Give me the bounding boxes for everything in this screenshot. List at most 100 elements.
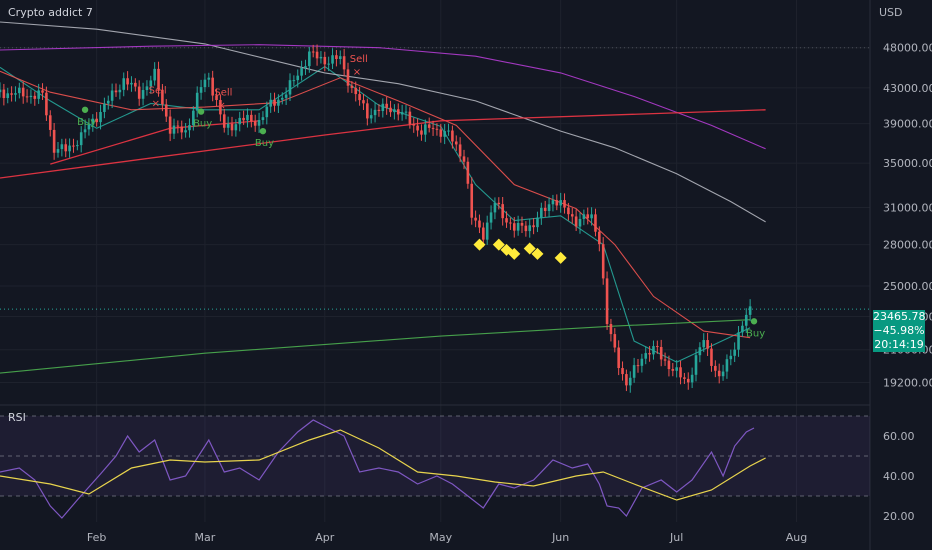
- candle-body: [10, 93, 13, 95]
- candle-body: [509, 222, 512, 224]
- candle-body: [261, 117, 265, 121]
- candle-body: [6, 93, 10, 99]
- candle-body: [528, 225, 532, 232]
- diamond-marker: [492, 238, 505, 251]
- overlay-ma_mid: [0, 70, 751, 339]
- candle-body: [29, 95, 33, 98]
- buy-label: Buy: [255, 138, 274, 149]
- candle-body: [14, 93, 17, 95]
- rsi-title: RSI: [8, 411, 26, 424]
- candle-body: [280, 97, 284, 100]
- candle-body: [656, 346, 659, 348]
- candle-body: [683, 377, 686, 379]
- candle-body: [338, 56, 342, 60]
- candle-body: [56, 149, 60, 153]
- y-tick-label: 31000.00: [883, 201, 932, 214]
- candle-body: [41, 90, 44, 93]
- y-tick-label: 35000.00: [883, 157, 932, 170]
- x-tick-label: Jun: [551, 531, 569, 544]
- y-tick-label: 48000.00: [883, 42, 932, 55]
- candle-body: [652, 346, 655, 355]
- candle-body: [18, 87, 21, 94]
- buy-dot: [750, 318, 758, 325]
- candle-body: [350, 85, 354, 88]
- candle-body: [679, 367, 682, 378]
- candle-body: [265, 106, 269, 118]
- candle-body: [180, 126, 184, 133]
- candle-body: [157, 68, 160, 90]
- candle-body: [37, 90, 40, 99]
- candle-body: [153, 68, 156, 81]
- candle-body: [145, 86, 149, 91]
- candle-body: [346, 69, 350, 86]
- candle-body: [219, 99, 222, 115]
- candle-body: [497, 202, 501, 205]
- candle-body: [489, 212, 493, 223]
- candle-body: [659, 346, 663, 360]
- candle-body: [717, 370, 721, 377]
- signals: Buy Sell × Buy Sell × Buy Sell × Buy: [77, 54, 765, 339]
- candle-body: [377, 109, 381, 112]
- candle-body: [149, 80, 153, 87]
- x-tick-label: Jul: [669, 531, 683, 544]
- price-tag-price: 23465.78: [873, 310, 926, 324]
- candle-body: [188, 125, 191, 131]
- candle-body: [520, 222, 524, 226]
- candle-body: [551, 200, 555, 205]
- candle-body: [296, 75, 300, 81]
- candle-body: [663, 359, 667, 361]
- candle-body: [87, 124, 91, 130]
- candle-body: [435, 128, 439, 130]
- price-tag-countdown: 20:14:19: [873, 338, 925, 352]
- candle-body: [354, 87, 358, 95]
- candle-body: [2, 89, 6, 99]
- candle-body: [555, 200, 559, 206]
- buy-dot: [81, 106, 89, 113]
- candle-body: [172, 125, 176, 134]
- candle-body: [164, 104, 168, 117]
- candle-body: [323, 56, 327, 65]
- candle-body: [482, 227, 485, 240]
- candle-body: [586, 214, 590, 219]
- candle-body: [304, 66, 307, 68]
- y-tick-label: 19200.00: [883, 376, 932, 389]
- candle-body: [331, 55, 334, 64]
- candle-body: [396, 109, 400, 115]
- candle-body: [76, 145, 79, 147]
- candle-body: [628, 377, 632, 386]
- overlay-ma_green: [0, 319, 751, 374]
- candle-body: [632, 365, 636, 378]
- candle-body: [99, 111, 102, 123]
- overlay-trend_red: [0, 109, 766, 179]
- candle-body: [621, 368, 624, 375]
- candle-body: [130, 82, 133, 85]
- candle-body: [594, 214, 597, 232]
- candle-body: [420, 130, 423, 135]
- candle-body: [451, 130, 454, 142]
- candle-body: [68, 145, 71, 152]
- candle-body: [277, 99, 280, 106]
- buy-label: Buy: [193, 119, 212, 130]
- candle-body: [470, 183, 474, 218]
- candle-body: [567, 207, 570, 215]
- candle-body: [698, 347, 702, 356]
- candle-body: [721, 371, 725, 377]
- candle-body: [207, 77, 211, 80]
- candle-body: [242, 117, 245, 121]
- candle-body: [373, 109, 377, 116]
- candle-body: [311, 51, 315, 53]
- candles: [0, 44, 752, 393]
- buy-label: Buy: [746, 328, 765, 339]
- buy-dot: [197, 108, 205, 115]
- candle-body: [714, 365, 717, 371]
- candle-body: [516, 222, 520, 231]
- candle-body: [733, 349, 736, 356]
- candle-body: [543, 207, 547, 211]
- rsi-tick-label: 60.00: [883, 430, 915, 443]
- diamond-marker: [523, 242, 536, 255]
- candle-body: [358, 94, 361, 101]
- overlay-ma_gray: [0, 21, 766, 223]
- candle-body: [505, 218, 508, 223]
- candle-body: [675, 367, 678, 371]
